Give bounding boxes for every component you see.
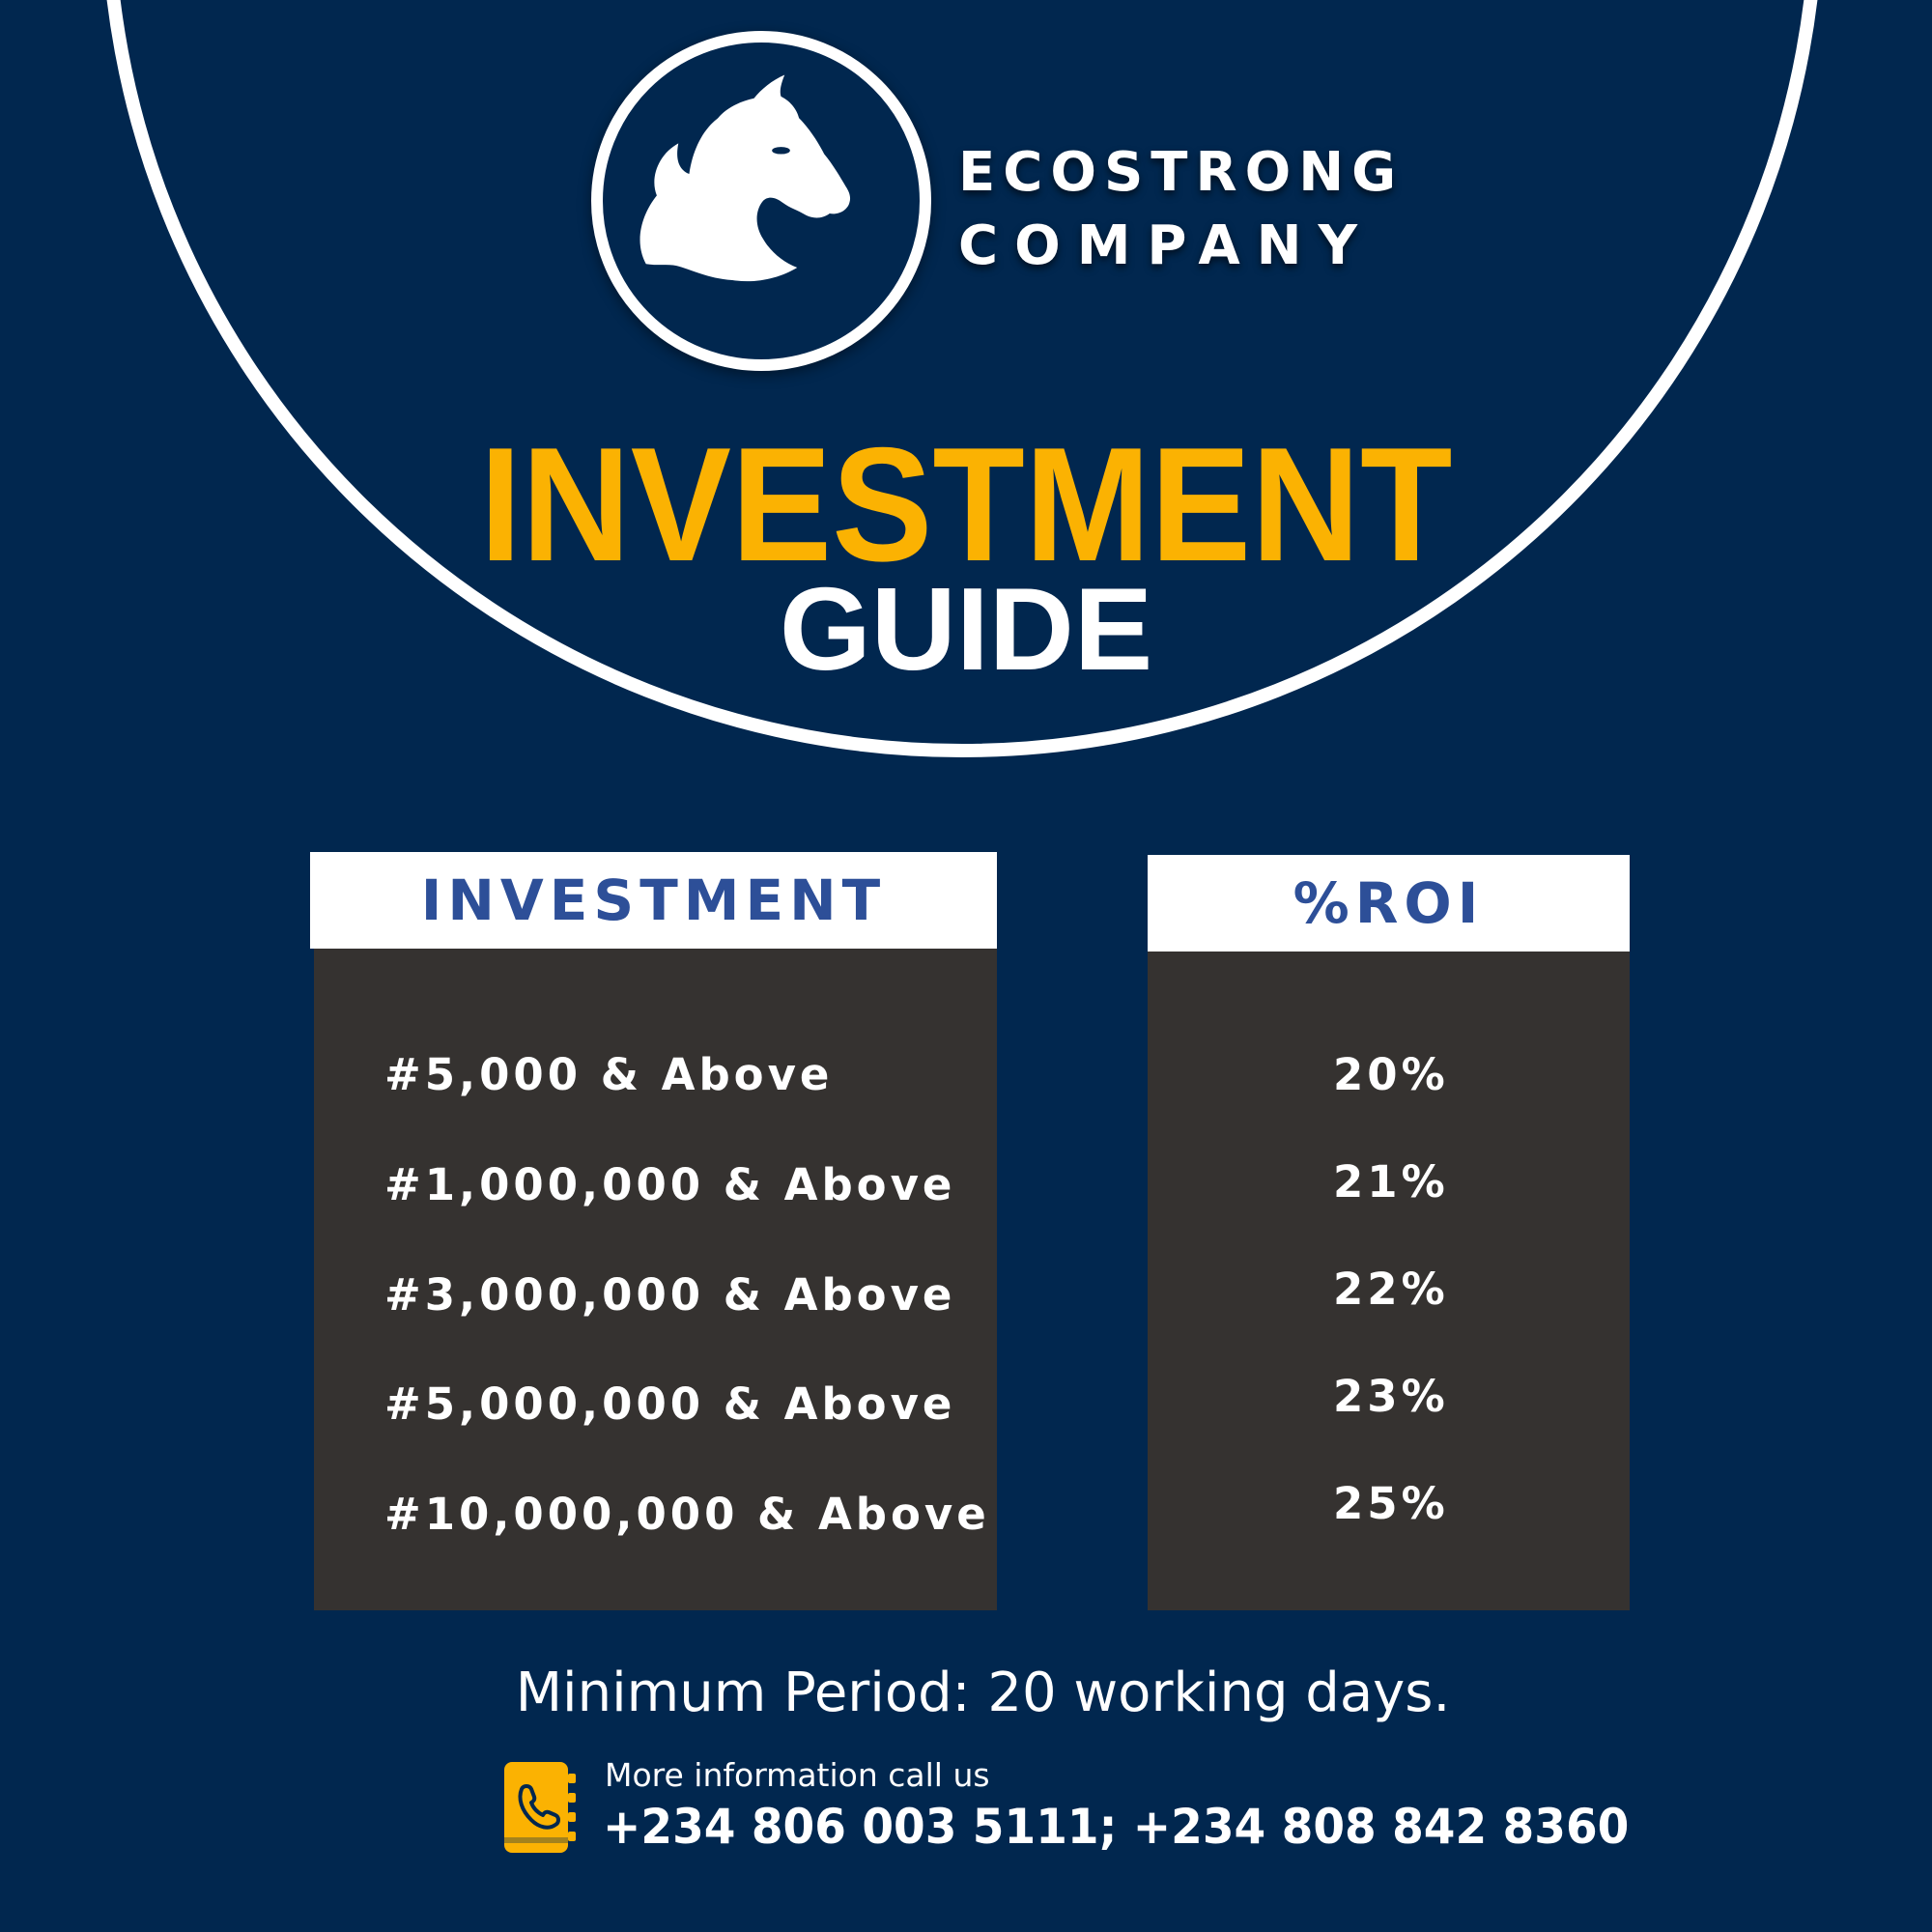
roi-column-panel [1148, 952, 1630, 1610]
phone-book-icon [500, 1760, 580, 1857]
horse-head-icon [639, 74, 851, 282]
company-logo [591, 31, 931, 371]
roi-tier-3: 22% [1333, 1264, 1449, 1315]
investment-column-header: INVESTMENT [310, 852, 997, 949]
investment-tier-1: #5,000 & Above [384, 1049, 834, 1100]
minimum-period-note: Minimum Period: 20 working days. [515, 1662, 1451, 1724]
brand-name-line2: COMPANY [958, 214, 1375, 277]
contact-phone-numbers[interactable]: +234 806 003 5111; +234 808 842 8360 [603, 1799, 1630, 1855]
investment-column-panel [314, 949, 997, 1610]
brand-name-line1: ECOSTRONG [958, 141, 1405, 204]
roi-tier-5: 25% [1333, 1478, 1449, 1529]
investment-tier-5: #10,000,000 & Above [384, 1489, 990, 1540]
roi-column-header: %ROI [1148, 855, 1630, 952]
headline-investment: INVESTMENT [479, 413, 1453, 595]
investment-tier-4: #5,000,000 & Above [384, 1378, 956, 1430]
contact-label: More information call us [605, 1756, 990, 1794]
headline-guide: GUIDE [779, 563, 1153, 695]
investment-tier-3: #3,000,000 & Above [384, 1269, 956, 1321]
roi-tier-2: 21% [1333, 1156, 1449, 1208]
roi-tier-4: 23% [1333, 1371, 1449, 1422]
investment-tier-2: #1,000,000 & Above [384, 1159, 956, 1210]
roi-tier-1: 20% [1333, 1049, 1449, 1100]
